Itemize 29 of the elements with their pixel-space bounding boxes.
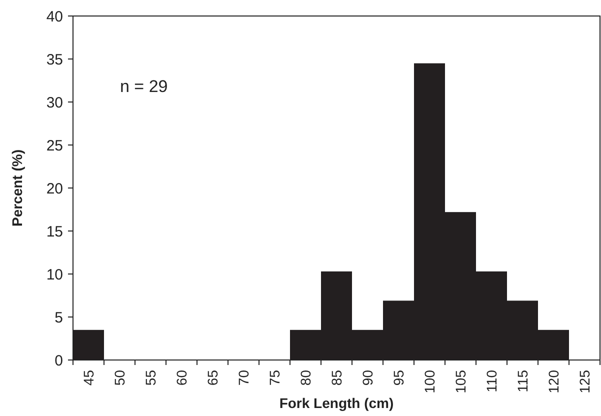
- y-tick-label: 25: [46, 137, 63, 154]
- y-tick-label: 20: [46, 180, 63, 198]
- y-tick-label: 30: [46, 94, 63, 112]
- x-axis-title: Fork Length (cm): [279, 395, 394, 411]
- x-tick-label: 120: [545, 370, 562, 394]
- x-tick-label: 65: [204, 370, 220, 386]
- y-tick-label: 10: [46, 266, 63, 284]
- y-tick-label: 5: [54, 309, 63, 326]
- y-axis-title: Percent (%): [9, 149, 25, 227]
- y-tick-label: 40: [46, 8, 63, 26]
- x-tick-label: 50: [111, 370, 128, 386]
- x-tick-label: 110: [483, 370, 500, 392]
- y-tick-label: 15: [46, 223, 63, 240]
- annotation: n = 29: [120, 77, 168, 96]
- x-tick-label: 105: [452, 370, 468, 394]
- x-tick-label: 55: [142, 370, 158, 386]
- y-tick-label: 35: [46, 51, 63, 68]
- x-tick-label: 60: [173, 370, 190, 386]
- x-tick-label: 125: [576, 370, 592, 394]
- x-tick-label: 75: [266, 370, 282, 386]
- x-tick-label: 95: [390, 370, 406, 386]
- y-tick-label: 0: [54, 352, 63, 370]
- x-tick-label: 100: [421, 370, 438, 394]
- x-tick-label: 70: [235, 370, 252, 386]
- x-tick-label: 85: [328, 370, 344, 386]
- x-tick-label: 90: [359, 370, 376, 386]
- x-tick-label: 115: [514, 370, 530, 392]
- x-tick-label: 80: [297, 370, 314, 386]
- x-tick-label: 45: [80, 370, 96, 386]
